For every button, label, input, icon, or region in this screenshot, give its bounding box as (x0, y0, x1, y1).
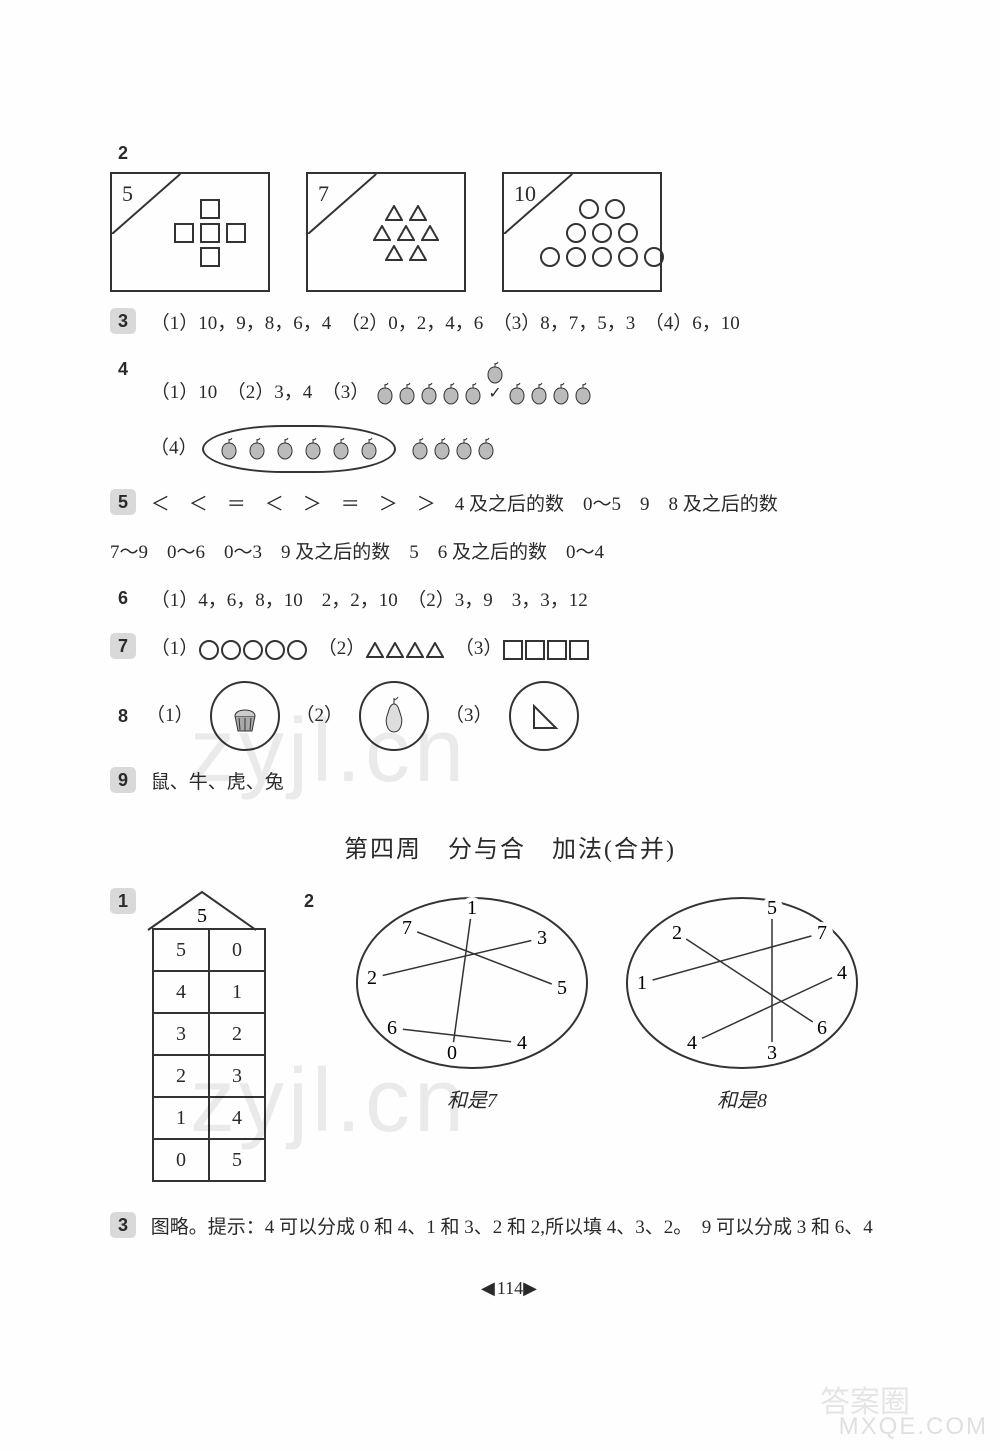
q-b3-text: 图略。提示：4 可以分成 0 和 4、1 和 3、2 和 2,所以填 4、3、2… (151, 1217, 873, 1238)
svg-text:1: 1 (637, 972, 647, 994)
q5-text1: ＜ ＜ ＝ ＜ ＞ ＝ ＞ ＞ 4 及之后的数 0～5 9 8 及之后的数 (151, 494, 778, 515)
qnum-2: 2 (110, 140, 136, 166)
worksheet-page: 2 5710 3 （1）10，9，8，6，4 （2）0，2，4，6 （3）8，7… (0, 0, 1000, 1451)
q-b2: 2 13540627 和是7 52143647 和是8 (296, 888, 910, 1113)
qnum-b3: 3 (110, 1212, 136, 1238)
q3: 3 （1）10，9，8，6，4 （2）0，2，4，6 （3）8，7，5，3 （4… (110, 308, 910, 340)
q-b1: 1 5 504132231405 (110, 888, 266, 1182)
svg-text:4: 4 (517, 1032, 527, 1054)
svg-text:0: 0 (447, 1042, 457, 1064)
svg-text:5: 5 (557, 977, 567, 999)
q2-boxes: 5710 (110, 172, 910, 292)
svg-text:5: 5 (767, 897, 777, 919)
svg-text:6: 6 (387, 1017, 397, 1039)
svg-text:4: 4 (687, 1032, 697, 1054)
house-roof: 5 (146, 888, 258, 928)
svg-text:3: 3 (767, 1042, 777, 1064)
section-b-row: 1 5 504132231405 2 1 3 5 4 0 6 2 7 (110, 888, 910, 1182)
q4-outside (409, 437, 497, 458)
oval-diagram-2: 52143647 和是8 (622, 888, 862, 1113)
q5-line1: 5 ＜ ＜ ＝ ＜ ＞ ＝ ＞ ＞ 4 及之后的数 0～5 9 8 及之后的数 (110, 489, 910, 521)
q4-part4: （4） (150, 437, 198, 458)
svg-text:3: 3 (537, 927, 547, 949)
svg-text:6: 6 (817, 1017, 827, 1039)
qnum-b2: 2 (296, 888, 322, 914)
q9: 9 鼠、牛、虎、兔 (110, 767, 910, 799)
qnum-9: 9 (110, 767, 136, 793)
q4-part12: （1）10 （2）3，4 （3） (151, 382, 370, 403)
caption-1: 和是7 (352, 1084, 592, 1113)
svg-text:7: 7 (402, 917, 412, 939)
q5-line2: 7～9 0～6 0～3 9 及之后的数 5 6 及之后的数 0～4 (110, 537, 910, 569)
watermark-corner: MXQE.COM (839, 1413, 988, 1441)
qnum-b1: 1 (110, 888, 136, 914)
page-number-value: 114 (497, 1278, 523, 1298)
q9-text: 鼠、牛、虎、兔 (151, 772, 284, 793)
oval-diagram-1: 1 3 5 4 0 6 2 7 和是7 (352, 888, 592, 1113)
qnum-6: 6 (110, 585, 136, 611)
svg-text:2: 2 (367, 967, 377, 989)
svg-text:4: 4 (837, 962, 847, 984)
svg-text:2: 2 (672, 922, 682, 944)
qnum-3: 3 (110, 308, 136, 334)
svg-text:1: 1 (467, 897, 477, 919)
q8: 8 （1）（2）（3） (110, 681, 910, 751)
svg-text:5: 5 (197, 905, 207, 927)
q6-text: （1）4，6，8，10 2，2，10 （2）3，9 3，3，12 (151, 590, 588, 611)
q6: 6 （1）4，6，8，10 2，2，10 （2）3，9 3，3，12 (110, 585, 910, 617)
qnum-4: 4 (110, 356, 136, 382)
section-title: 第四周 分与合 加法(合并) (110, 829, 910, 864)
house-table: 504132231405 (152, 928, 266, 1182)
q3-text: （1）10，9，8，6，4 （2）0，2，4，6 （3）8，7，5，3 （4）6… (151, 313, 740, 334)
q7: 7 （1） （2） （3） (110, 633, 910, 665)
q2: 2 5710 (110, 140, 910, 292)
qnum-8: 8 (110, 703, 136, 729)
q7-content: （1） （2） （3） (151, 638, 610, 659)
svg-text:7: 7 (817, 922, 827, 944)
q-b3: 3 图略。提示：4 可以分成 0 和 4、1 和 3、2 和 2,所以填 4、3… (110, 1212, 910, 1244)
q5-text2: 7～9 0～6 0～3 9 及之后的数 5 6 及之后的数 0～4 (110, 542, 604, 563)
qnum-7: 7 (110, 633, 136, 659)
q4-line2: （4） (150, 425, 910, 473)
qnum-5: 5 (110, 489, 136, 515)
q4-fruit-row: ✓ (374, 382, 594, 403)
caption-2: 和是8 (622, 1084, 862, 1113)
q4-line1: 4 （1）10 （2）3，4 （3） ✓ (110, 356, 910, 409)
page-number: ◀114▶ (110, 1278, 910, 1299)
q8-content: （1）（2）（3） (146, 681, 585, 751)
q4-oval (202, 425, 396, 473)
